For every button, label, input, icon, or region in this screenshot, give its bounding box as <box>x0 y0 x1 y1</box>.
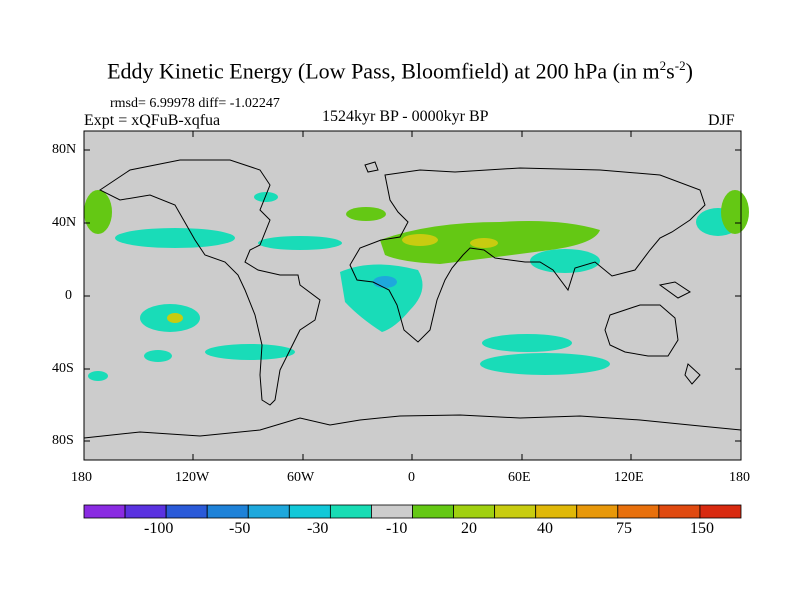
neg-region-labrador <box>254 192 278 202</box>
neg-region-indian-ocean-b <box>480 353 610 375</box>
lat-label-0: 0 <box>65 288 72 303</box>
colorbar-label: 75 <box>616 520 632 537</box>
neg-region-tropical-atlantic <box>340 264 423 332</box>
iceland-coast <box>364 161 379 173</box>
chart-title: Eddy Kinetic Energy (Low Pass, Bloomfiel… <box>107 58 693 84</box>
colorbar-label: 150 <box>690 520 714 537</box>
axis-ticks <box>83 131 742 460</box>
colorbar-label: -10 <box>386 520 408 537</box>
experiment-label: Expt = xQFuB-xqfua <box>84 112 221 129</box>
lon-label-0: 0 <box>408 470 415 485</box>
lat-label-40s: 40S <box>52 361 74 376</box>
colorbar-cell <box>371 504 413 519</box>
neg-strong-region-atlantic <box>373 276 397 288</box>
neg-region-southeast-pacific <box>205 344 295 360</box>
neg-region-north-pacific <box>115 228 235 248</box>
lon-label-60e: 60E <box>508 470 531 485</box>
colorbar-cell <box>535 504 578 519</box>
colorbar-cell <box>412 504 454 519</box>
lat-label-40n: 40N <box>52 215 77 230</box>
pos-strong-region-c <box>167 313 183 323</box>
neg-region-south-asia <box>530 249 600 273</box>
pos-region-north-atlantic <box>346 207 386 221</box>
coastlines <box>83 159 742 439</box>
new-guinea-coast <box>658 281 691 299</box>
colorbar-label: -50 <box>229 520 251 537</box>
americas-coast <box>99 159 321 406</box>
colorbar-cell <box>329 504 372 519</box>
colorbar-label: 40 <box>537 520 553 537</box>
colorbar-cell <box>617 504 660 519</box>
colorbar-label: -30 <box>307 520 329 537</box>
colorbar-cell <box>658 504 701 519</box>
colorbar-label: -100 <box>144 520 174 537</box>
neg-region-north-atlantic <box>258 236 342 250</box>
colorbar <box>83 504 742 519</box>
colorbar-cell <box>494 504 537 519</box>
colorbar-cell <box>165 504 208 519</box>
lon-label-60w: 60W <box>287 470 315 485</box>
pos-region-east-edge <box>721 190 749 234</box>
australia-coast <box>604 304 679 357</box>
neg-region-indian-ocean-a <box>482 334 572 352</box>
neg-region-south-pacific-b <box>144 350 172 362</box>
map-panel <box>83 130 749 461</box>
season-label: DJF <box>708 112 735 129</box>
colorbar-cell <box>206 504 249 519</box>
period-label: 1524kyr BP - 0000kyr BP <box>322 108 489 125</box>
rmsd-diff-stats: rmsd= 6.99978 diff= -1.02247 <box>110 96 280 111</box>
colorbar-cell <box>699 504 742 519</box>
pos-strong-region-b <box>470 238 498 248</box>
lon-label-120w: 120W <box>175 470 210 485</box>
colorbar-cell <box>288 504 331 519</box>
lon-label-180e: 180 <box>729 470 750 485</box>
colorbar-cell <box>247 504 290 519</box>
pos-strong-region-a <box>402 234 438 246</box>
colorbar-cell <box>124 504 167 519</box>
positive-anomaly-regions <box>84 190 749 264</box>
pos-region-west-edge <box>84 190 112 234</box>
lat-label-80s: 80S <box>52 433 74 448</box>
antarctica-coast <box>83 414 742 439</box>
positive-strong-regions <box>167 234 498 323</box>
colorbar-cell <box>576 504 619 519</box>
neg-region-far-south-pacific <box>88 371 108 381</box>
afro-eurasia-coast <box>349 167 706 343</box>
lon-label-120e: 120E <box>614 470 644 485</box>
colorbar-cell <box>83 504 126 519</box>
colorbar-label: 20 <box>461 520 477 537</box>
lat-label-80n: 80N <box>52 142 77 157</box>
lon-label-180w: 180 <box>71 470 92 485</box>
new-zealand-coast <box>684 363 701 385</box>
colorbar-cell <box>453 504 496 519</box>
